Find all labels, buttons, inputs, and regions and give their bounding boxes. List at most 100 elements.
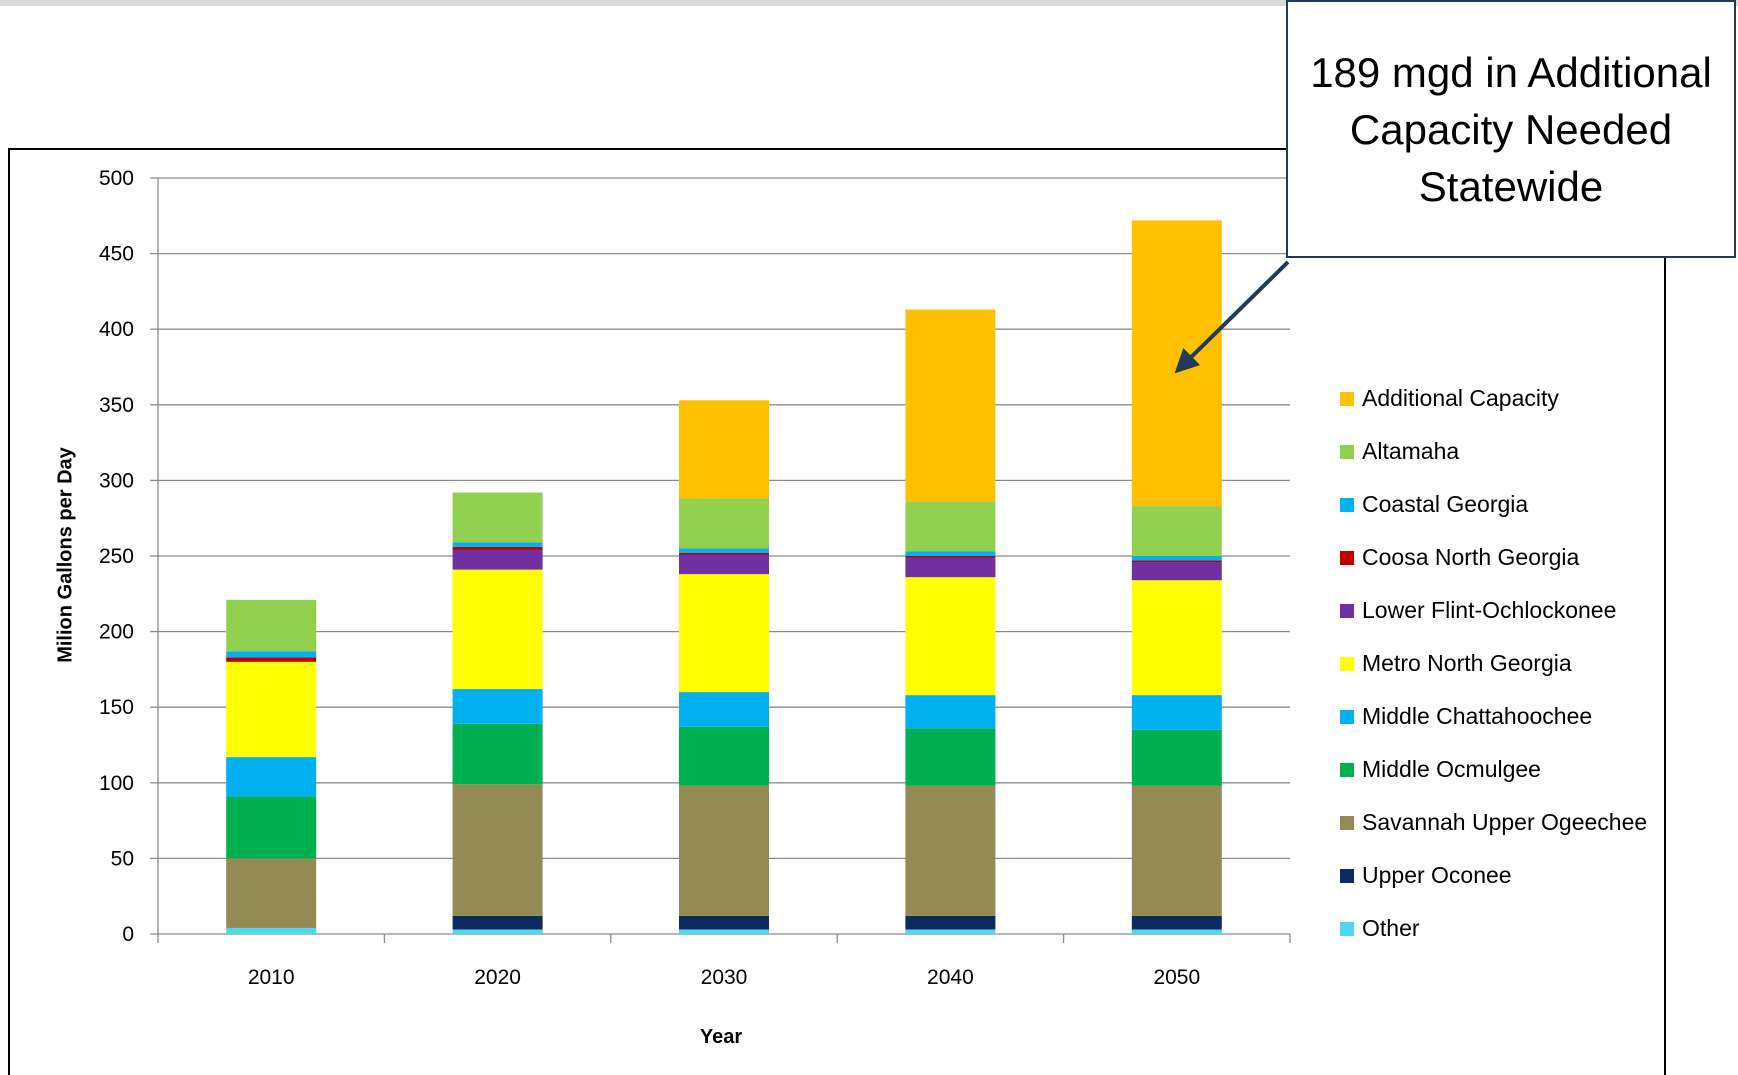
y-tick-label-350: 350 [99,394,134,417]
bar-2050-lower-flint-ochlockonee [1131,562,1222,581]
y-tick-label-200: 200 [99,621,134,644]
bar-2020-upper-oconee [452,915,543,930]
x-tick-label-2050: 2050 [1153,966,1200,989]
bar-2040-middle-chattahoochee [905,695,996,729]
legend-item-middle-chattahoochee: Middle Chattahoochee [1340,690,1670,743]
bar-2030-coastal-georgia [679,548,769,553]
bar-2050-coastal-georgia [1131,556,1222,561]
legend: Additional Capacity Altamaha Coastal Georg… [1340,372,1670,955]
legend-swatch [1340,762,1354,777]
legend-label: Upper Oconee [1362,862,1512,888]
legend-label: Altamaha [1362,438,1460,464]
bar-2030-middle-ocmulgee [679,726,769,786]
legend-label: Coastal Georgia [1362,491,1529,517]
bar-2040-other [905,929,996,934]
bar-2010-middle-ocmulgee [226,796,317,859]
annotation-text: 189 mgd in Additional Capacity Needed St… [1310,48,1712,210]
x-tick-label-2040: 2040 [927,966,974,989]
bar-2040-savannah-upper-ogeechee [905,785,996,916]
bar-2030-metro-north-georgia [679,574,769,693]
legend-item-additional-capacity: Additional Capacity [1340,372,1670,425]
bar-2030-savannah-upper-ogeechee [679,785,769,916]
bar-2010-middle-chattahoochee [226,757,317,797]
legend-label: Other [1362,915,1420,941]
bar-2040-coastal-georgia [905,551,996,556]
y-tick-label-250: 250 [99,545,134,568]
bar-2030-lower-flint-ochlockonee [679,554,769,575]
bar-2050-metro-north-georgia [1131,580,1222,696]
legend-item-lower-flint-ochlockonee: Lower Flint-Ochlockonee [1340,584,1670,637]
bar-2020-altamaha [452,492,543,543]
bar-2040-coosa-north-georgia [905,556,996,558]
legend-label: Middle Chattahoochee [1362,703,1593,729]
legend-swatch [1340,550,1354,565]
bar-2050-middle-ocmulgee [1131,729,1222,786]
legend-swatch [1340,815,1354,830]
tick-labels: 0 50 100 150 200 250 300 350 400 450 500 2010 2020 20… [99,167,1200,989]
legend-item-coastal-georgia: Coastal Georgia [1340,478,1670,531]
bar-2020-coosa-north-georgia [452,546,543,550]
bar-2010-savannah-upper-ogeechee [226,858,317,928]
legend-label: Middle Ocmulgee [1362,756,1541,782]
bar-2010-other [226,927,317,934]
bar-2020-metro-north-georgia [452,569,543,690]
legend-swatch [1340,391,1354,406]
bar-2010-metro-north-georgia [226,661,317,758]
legend-label: Metro North Georgia [1362,650,1572,676]
legend-swatch [1340,868,1354,883]
legend-swatch [1340,444,1354,459]
bar-2030-altamaha [679,498,769,549]
bar-2010-coosa-north-georgia [226,657,317,662]
annotation-arrow-line [1174,260,1290,374]
bar-2050-altamaha [1131,506,1222,556]
bar-2050-other [1131,929,1222,934]
bar-2010-altamaha [226,599,317,652]
bar-2040-middle-ocmulgee [905,728,996,786]
bar-2040-altamaha [905,501,996,552]
legend-label: Coosa North Georgia [1362,544,1580,570]
bar-2050-coosa-north-georgia [1131,560,1222,563]
legend-item-savannah-upper-ogeechee: Savannah Upper Ogeechee [1340,796,1670,849]
legend-label: Additional Capacity [1362,385,1559,411]
legend-swatch [1340,709,1354,724]
bar-2020-lower-flint-ochlockonee [452,549,543,570]
legend-item-upper-oconee: Upper Oconee [1340,849,1670,902]
annotation-arrow [1174,260,1290,374]
legend-swatch [1340,656,1354,671]
y-tick-label-0: 0 [122,923,134,946]
x-tick-label-2010: 2010 [248,966,295,989]
bar-2050-savannah-upper-ogeechee [1131,785,1222,916]
bar-2020-coastal-georgia [452,542,543,547]
bar-2040-additional-capacity [905,309,996,502]
y-axis-title: Milion Gallons per Day [54,447,77,663]
bar-2020-other [452,929,543,934]
legend-label: Lower Flint-Ochlockonee [1362,597,1617,623]
bar-2030-other [679,929,769,934]
y-tick-label-50: 50 [111,847,134,870]
y-tick-label-300: 300 [99,469,134,492]
top-border-bar [0,0,1738,6]
legend-label: Savannah Upper Ogeechee [1362,809,1648,835]
legend-swatch [1340,603,1354,618]
bars [226,220,1222,934]
bar-2050-middle-chattahoochee [1131,695,1222,730]
gridlines [158,177,1290,860]
annotation-callout: 189 mgd in Additional Capacity Needed St… [1286,0,1736,258]
legend-swatch [1340,497,1354,512]
x-axis-title: Year [699,1026,743,1048]
y-tick-label-100: 100 [99,772,134,795]
bar-2050-additional-capacity [1131,220,1222,507]
legend-item-metro-north-georgia: Metro North Georgia [1340,637,1670,690]
legend-item-coosa-north-georgia: Coosa North Georgia [1340,531,1670,584]
legend-item-middle-ocmulgee: Middle Ocmulgee [1340,743,1670,796]
bar-2030-upper-oconee [679,915,769,930]
x-tick-label-2020: 2020 [474,966,521,989]
bar-2050-upper-oconee [1131,915,1222,930]
y-tick-label-500: 500 [99,167,134,190]
bar-2010-coastal-georgia [226,651,317,658]
legend-item-other: Other [1340,902,1670,955]
y-tick-label-150: 150 [99,696,134,719]
bar-2020-middle-ocmulgee [452,723,543,785]
bar-2030-middle-chattahoochee [679,692,769,727]
bar-2040-upper-oconee [905,915,996,930]
